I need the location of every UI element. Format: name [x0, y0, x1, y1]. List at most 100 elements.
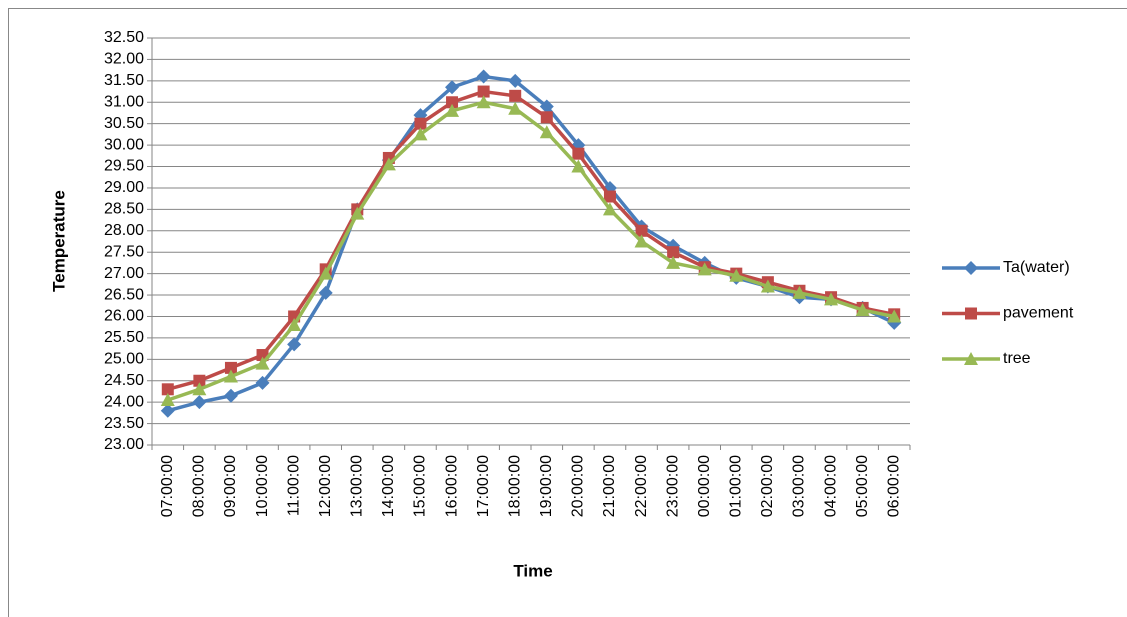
- x-tick-label: 17:00:00: [475, 455, 492, 517]
- x-tick-label: 16:00:00: [443, 455, 460, 517]
- x-tick-label: 14:00:00: [380, 455, 397, 517]
- data-point: [223, 369, 238, 383]
- data-point: [477, 85, 490, 98]
- y-tick-label: 30.50: [104, 115, 144, 132]
- data-point: [792, 285, 807, 299]
- x-tick-label: 10:00:00: [254, 455, 271, 517]
- data-point: [855, 303, 870, 317]
- y-tick-label: 24.50: [104, 372, 144, 389]
- data-point: [824, 292, 839, 306]
- data-point: [508, 101, 523, 115]
- y-axis-title: Temperature: [49, 190, 68, 292]
- x-tick-label: 05:00:00: [854, 455, 871, 517]
- x-tick-label: 07:00:00: [159, 455, 176, 517]
- legend-marker: [964, 352, 978, 365]
- data-point: [318, 266, 333, 280]
- y-tick-label: 25.00: [104, 351, 144, 368]
- data-point: [160, 403, 175, 418]
- data-point: [223, 388, 238, 403]
- y-tick-label: 28.00: [104, 222, 144, 239]
- data-point: [350, 206, 365, 220]
- chart-border: [8, 8, 1127, 617]
- x-tick-label: 19:00:00: [538, 455, 555, 517]
- y-tick-label: 26.50: [104, 286, 144, 303]
- x-tick-label: 06:00:00: [885, 455, 902, 517]
- y-tick-label: 26.00: [104, 308, 144, 325]
- y-tick-label: 27.00: [104, 265, 144, 282]
- data-point: [161, 383, 174, 396]
- x-axis-title: Time: [513, 561, 552, 580]
- data-point: [414, 117, 427, 130]
- x-tick-label: 08:00:00: [191, 455, 208, 517]
- y-tick-label: 30.00: [104, 136, 144, 153]
- x-tick-label: 12:00:00: [317, 455, 334, 517]
- data-point: [193, 374, 206, 387]
- x-tick-label: 15:00:00: [412, 455, 429, 517]
- data-point: [729, 268, 744, 282]
- data-point: [760, 279, 775, 293]
- data-point: [509, 89, 522, 102]
- data-point: [572, 147, 585, 160]
- data-point: [476, 69, 491, 84]
- data-point: [508, 73, 523, 88]
- series-line: [167, 100, 895, 402]
- y-tick-label: 32.50: [104, 29, 144, 46]
- y-tick-label: 27.50: [104, 243, 144, 260]
- data-point: [602, 202, 617, 216]
- data-point: [539, 99, 554, 114]
- x-tick-label: 20:00:00: [570, 455, 587, 517]
- legend-label: tree: [1003, 350, 1031, 367]
- x-tick-label: 23:00:00: [664, 455, 681, 517]
- y-tick-label: 25.50: [104, 329, 144, 346]
- y-tick-label: 24.00: [104, 393, 144, 410]
- data-point: [446, 96, 459, 109]
- data-point: [666, 255, 681, 269]
- data-point: [697, 262, 712, 276]
- data-point: [634, 234, 649, 248]
- legend-marker: [964, 261, 978, 275]
- x-tick-label: 11:00:00: [285, 455, 302, 516]
- data-point: [887, 309, 902, 323]
- x-tick-label: 22:00:00: [633, 455, 650, 517]
- data-point: [160, 393, 175, 407]
- x-tick-label: 00:00:00: [696, 455, 713, 517]
- data-point: [287, 318, 302, 332]
- data-point: [192, 382, 207, 396]
- data-point: [571, 159, 586, 173]
- x-tick-label: 01:00:00: [728, 455, 745, 517]
- data-point: [255, 375, 270, 390]
- data-point: [224, 361, 237, 374]
- x-tick-label: 21:00:00: [601, 455, 618, 517]
- data-point: [381, 157, 396, 171]
- x-tick-label: 18:00:00: [506, 455, 523, 517]
- y-tick-label: 29.50: [104, 158, 144, 175]
- legend-label: Ta(water): [1003, 259, 1070, 276]
- data-point: [255, 356, 270, 370]
- x-tick-label: 04:00:00: [822, 455, 839, 517]
- data-point: [635, 224, 648, 237]
- y-tick-label: 31.00: [104, 93, 144, 110]
- data-point: [318, 285, 333, 300]
- data-point: [192, 395, 207, 410]
- x-tick-label: 02:00:00: [759, 455, 776, 517]
- data-point: [540, 111, 553, 124]
- x-tick-label: 09:00:00: [222, 455, 239, 517]
- data-point: [667, 246, 680, 259]
- data-point: [413, 127, 428, 141]
- y-tick-label: 29.00: [104, 179, 144, 196]
- x-tick-label: 03:00:00: [791, 455, 808, 517]
- y-tick-label: 31.50: [104, 72, 144, 89]
- data-point: [539, 125, 554, 139]
- x-tick-label: 13:00:00: [349, 455, 366, 517]
- legend-label: pavement: [1003, 305, 1074, 322]
- data-point: [603, 190, 616, 203]
- data-point: [445, 80, 460, 95]
- data-point: [476, 95, 491, 109]
- data-point: [287, 337, 302, 352]
- y-tick-label: 32.00: [104, 51, 144, 68]
- y-tick-label: 28.50: [104, 201, 144, 218]
- data-point: [445, 103, 460, 117]
- y-tick-label: 23.50: [104, 415, 144, 432]
- legend-marker: [965, 307, 977, 320]
